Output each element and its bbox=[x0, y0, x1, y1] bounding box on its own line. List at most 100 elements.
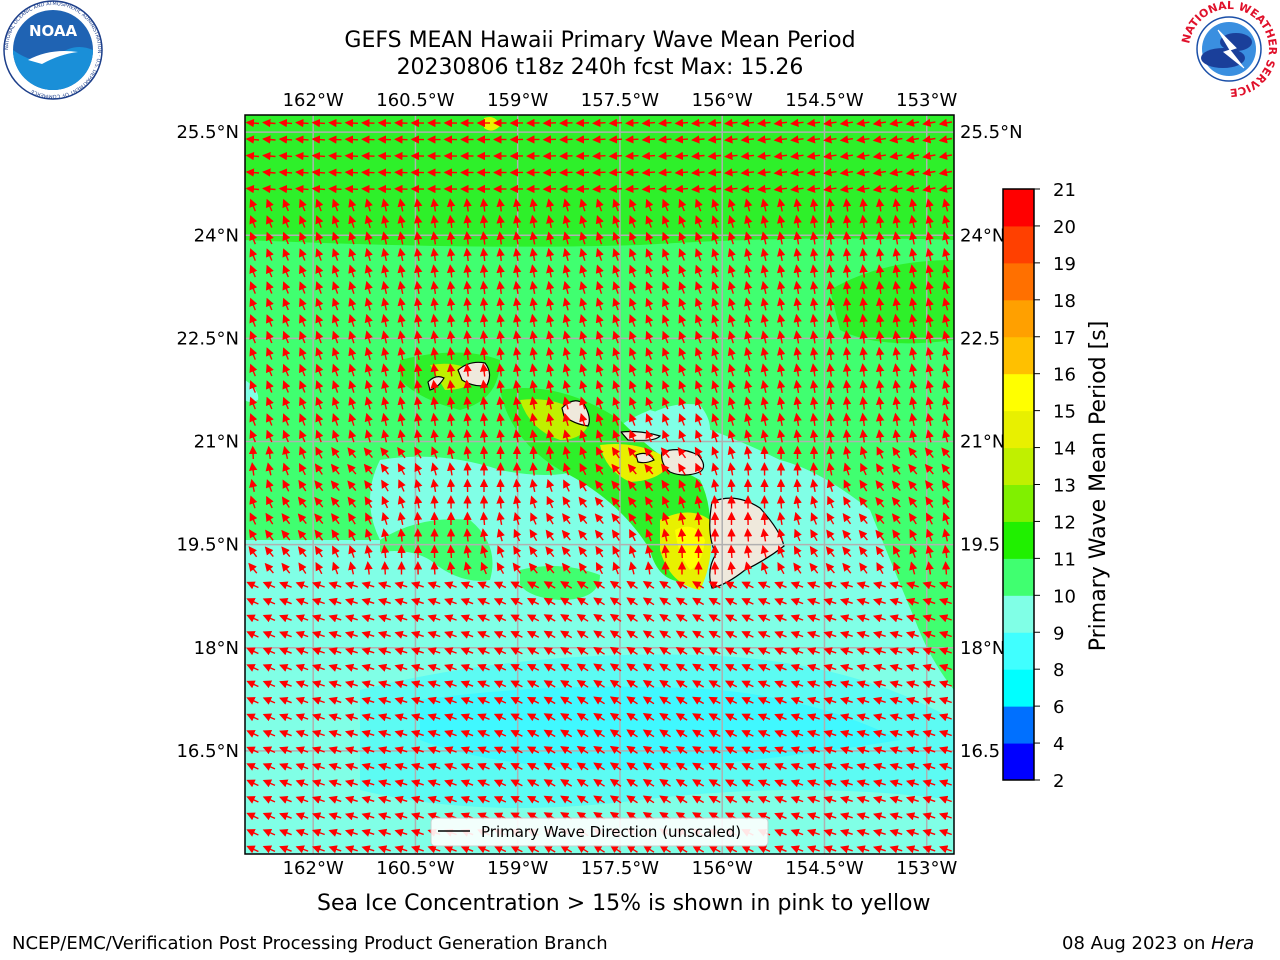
wave-arrow bbox=[810, 247, 819, 262]
wave-arrow bbox=[942, 280, 951, 294]
wave-arrow bbox=[842, 264, 852, 278]
wave-arrow bbox=[579, 264, 588, 278]
wave-arrow bbox=[694, 198, 703, 212]
wave-arrow bbox=[727, 396, 736, 410]
wave-arrow bbox=[925, 297, 934, 311]
nws-logo: NATIONAL WEATHER SERVICE bbox=[1179, 0, 1279, 99]
wave-arrow bbox=[691, 118, 705, 128]
footer-date-text: 08 Aug 2023 on bbox=[1062, 933, 1212, 954]
wave-arrow bbox=[328, 118, 342, 128]
lon-tick-top: 160.5°W bbox=[376, 90, 455, 111]
wave-arrow bbox=[922, 151, 936, 160]
wave-arrow bbox=[262, 168, 276, 177]
wave-arrow bbox=[641, 151, 656, 161]
colorbar-segment bbox=[1003, 262, 1034, 301]
wave-arrow bbox=[546, 198, 555, 212]
wave-arrow bbox=[282, 330, 291, 344]
wave-arrow bbox=[859, 313, 868, 328]
wave-arrow bbox=[942, 247, 951, 261]
wave-arrow bbox=[295, 184, 309, 194]
wave-arrow bbox=[446, 231, 456, 245]
wave-arrow bbox=[414, 198, 423, 212]
wave-arrow bbox=[282, 380, 291, 393]
wave-arrow bbox=[344, 168, 359, 177]
wave-arrow bbox=[496, 247, 505, 261]
wave-arrow bbox=[922, 118, 936, 127]
wave-arrow bbox=[331, 281, 340, 294]
wave-arrow bbox=[727, 330, 736, 344]
wave-arrow bbox=[872, 168, 887, 177]
wave-arrow bbox=[909, 231, 918, 245]
wave-arrow bbox=[463, 363, 472, 377]
wave-arrow bbox=[694, 396, 703, 410]
wave-arrow bbox=[760, 511, 769, 526]
wave-arrow bbox=[842, 280, 852, 295]
wave-arrow bbox=[777, 231, 786, 245]
wave-arrow bbox=[806, 184, 821, 194]
wave-arrow bbox=[364, 214, 373, 228]
wave-arrow bbox=[740, 135, 755, 144]
wave-arrow bbox=[710, 561, 720, 575]
wave-arrow bbox=[397, 396, 406, 410]
wave-arrow bbox=[496, 330, 505, 344]
wave-arrow bbox=[875, 363, 885, 377]
wave-arrow bbox=[925, 247, 934, 261]
wave-arrow bbox=[315, 215, 324, 228]
wave-arrow bbox=[793, 198, 802, 212]
wave-arrow bbox=[562, 247, 571, 261]
wave-arrow bbox=[414, 297, 423, 311]
wave-arrow bbox=[823, 151, 837, 161]
wave-arrow bbox=[446, 280, 456, 294]
lon-tick-bottom: 157.5°W bbox=[581, 858, 660, 879]
wave-arrow bbox=[727, 346, 736, 360]
colorbar-tick-label: 21 bbox=[1053, 180, 1076, 201]
wave-arrow bbox=[942, 297, 951, 311]
wave-arrow bbox=[315, 198, 324, 212]
wave-arrow bbox=[810, 297, 819, 311]
wave-arrow bbox=[744, 379, 753, 393]
wave-arrow bbox=[678, 281, 687, 294]
wave-arrow bbox=[266, 231, 274, 245]
wave-arrow bbox=[562, 280, 571, 294]
colorbar-tick-label: 6 bbox=[1053, 697, 1064, 718]
wave-arrow bbox=[628, 396, 637, 410]
wave-arrow bbox=[823, 135, 837, 144]
wave-arrow bbox=[711, 330, 720, 344]
period-region-11s bbox=[245, 115, 954, 247]
wave-arrow bbox=[678, 347, 687, 360]
wave-arrow bbox=[859, 214, 868, 229]
wave-arrow bbox=[331, 380, 340, 393]
wave-arrow bbox=[909, 379, 918, 394]
wave-arrow bbox=[311, 135, 326, 144]
wave-arrow bbox=[793, 214, 802, 229]
wave-arrow bbox=[299, 314, 307, 327]
wave-arrow bbox=[909, 313, 918, 328]
wave-arrow bbox=[826, 264, 835, 278]
wave-arrow bbox=[546, 214, 555, 228]
wave-arrow bbox=[625, 135, 639, 144]
wave-arrow bbox=[446, 363, 456, 377]
wave-arrow bbox=[777, 280, 786, 295]
wave-arrow bbox=[694, 363, 703, 377]
wave-arrow bbox=[579, 330, 588, 344]
wave-arrow bbox=[790, 184, 804, 194]
wave-arrow bbox=[282, 363, 291, 377]
colorbar-tick-label: 2 bbox=[1053, 771, 1064, 792]
wave-arrow bbox=[909, 363, 918, 377]
wave-arrow bbox=[446, 264, 456, 278]
wave-arrow bbox=[331, 264, 340, 278]
wave-arrow bbox=[245, 135, 260, 144]
wave-arrow bbox=[628, 281, 637, 294]
wave-arrow bbox=[909, 396, 918, 410]
wave-arrow bbox=[743, 462, 753, 476]
wave-arrow bbox=[311, 184, 326, 194]
wave-arrow bbox=[625, 118, 639, 128]
wave-arrow bbox=[266, 248, 274, 261]
wave-arrow bbox=[925, 363, 934, 377]
wave-arrow bbox=[608, 151, 623, 161]
wave-arrow bbox=[826, 247, 835, 262]
wave-arrow bbox=[479, 346, 489, 361]
wave-arrow bbox=[875, 297, 885, 311]
lat-tick-right: 21°N bbox=[960, 432, 1005, 453]
wave-arrow bbox=[479, 231, 489, 245]
